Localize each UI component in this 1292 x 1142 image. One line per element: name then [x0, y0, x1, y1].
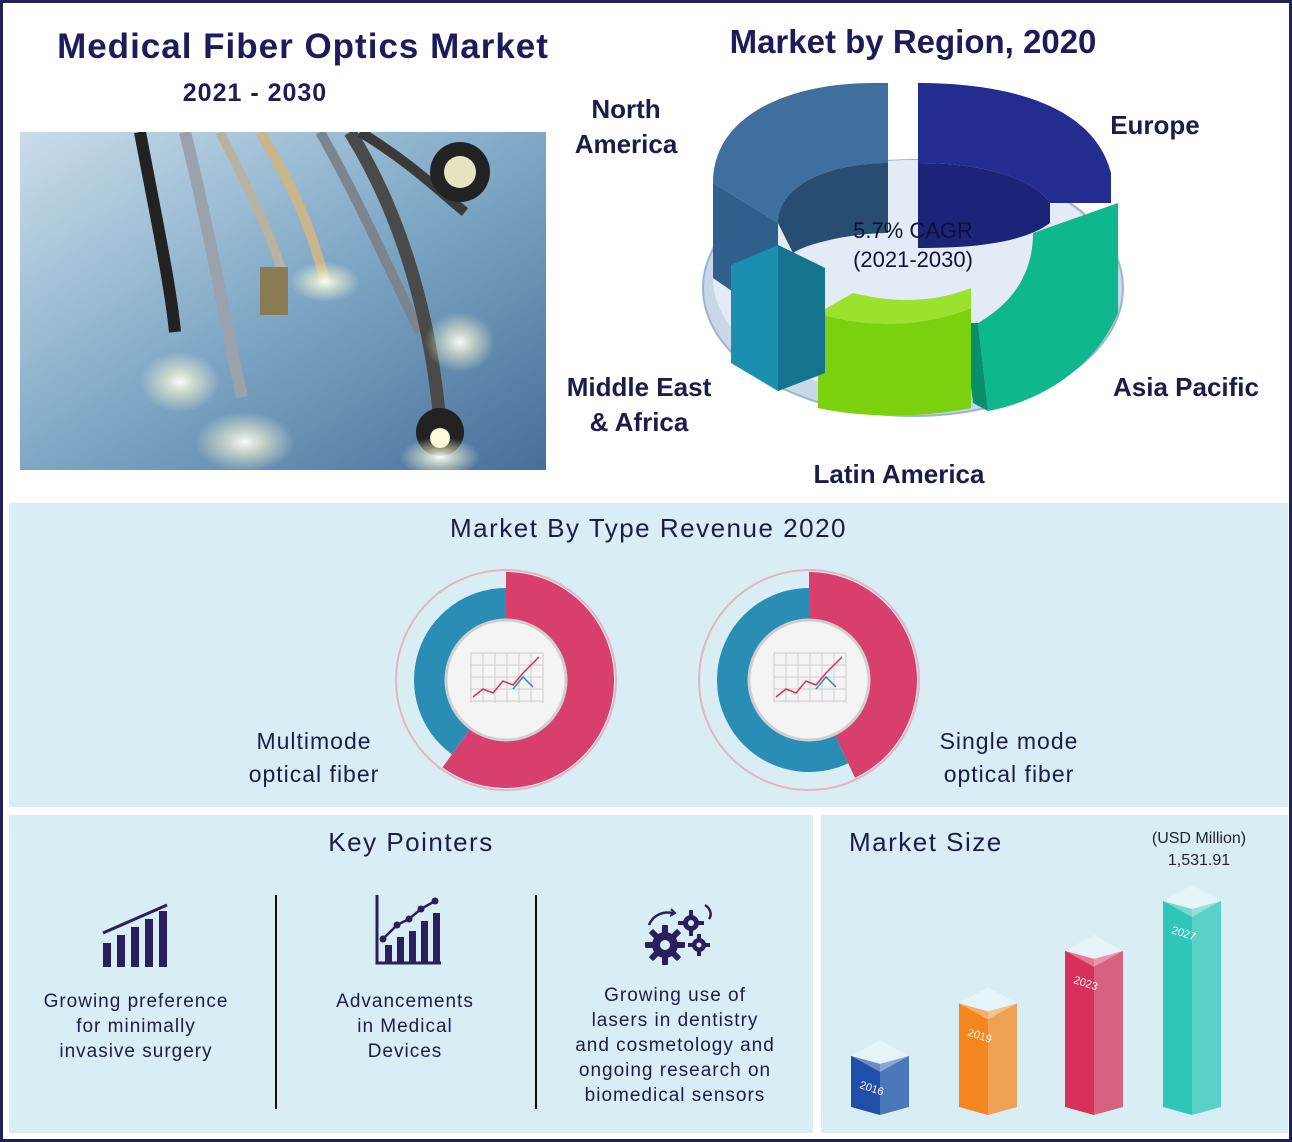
label-middle-east-1: Middle East — [567, 372, 712, 402]
key-pointers-title: Key Pointers — [328, 827, 494, 857]
trend-chart-icon — [375, 895, 441, 965]
label-asia-pacific: Asia Pacific — [1113, 372, 1259, 402]
segment-north-america — [713, 83, 888, 223]
label-north-america-1: North — [591, 94, 660, 124]
single-mode-label-line1: Single mode — [939, 728, 1079, 754]
single-mode-label: Single mode optical fiber — [919, 725, 1099, 791]
bar-side-face — [880, 1055, 909, 1115]
donut-hub — [747, 618, 871, 742]
label-europe: Europe — [1110, 110, 1200, 140]
mini-chart-icon — [773, 652, 847, 703]
segment-europe — [918, 83, 1111, 203]
segment-asia-pacific — [978, 203, 1118, 411]
donut-rest-segment — [717, 588, 849, 772]
unit-label: (USD Million) — [1152, 830, 1246, 847]
bar-side-face — [1094, 950, 1123, 1115]
bar-front-face — [959, 1003, 988, 1115]
donut-rest-segment — [414, 588, 506, 755]
market-size-panel: Market Size (USD Million) 1,531.91 2016 2… — [821, 815, 1288, 1133]
top-value-label: 1,531.91 — [1168, 852, 1230, 869]
bar-side-face — [1192, 901, 1221, 1115]
donut-share-segment — [442, 572, 614, 788]
divider-1 — [275, 895, 277, 1109]
bar-front-face — [1163, 901, 1192, 1115]
bar-front-face — [1065, 950, 1094, 1115]
donut-outline — [395, 569, 617, 791]
key-pointer-1-text: Growing preference for minimally invasiv… — [43, 991, 229, 1062]
segment-latin-america — [818, 308, 971, 416]
gears-icon — [645, 903, 712, 965]
mini-chart-icon — [470, 652, 544, 703]
donut-outline — [698, 569, 920, 791]
multimode-label: Multimode optical fiber — [229, 725, 399, 791]
donut-hub — [444, 618, 568, 742]
bar-2023: 2023 — [1065, 934, 1123, 1115]
multimode-donut — [395, 569, 617, 791]
bar-top-face — [851, 1039, 909, 1072]
divider-2 — [535, 895, 537, 1109]
multimode-label-line2: optical fiber — [248, 761, 380, 787]
single-mode-label-line2: optical fiber — [943, 761, 1075, 787]
bar-top-face — [959, 987, 1017, 1020]
year-range: 2021 - 2030 — [182, 79, 328, 107]
cagr-line-2: (2021-2030) — [853, 247, 973, 272]
fiber-optics-photo — [20, 132, 546, 470]
region-chart-title: Market by Region, 2020 — [729, 23, 1097, 60]
cagr-line-1: 5.7% CAGR — [853, 218, 973, 243]
bar-2016: 2016 — [851, 1039, 909, 1115]
bar-2027: 2027 — [1163, 885, 1221, 1115]
label-north-america-2: America — [575, 129, 678, 159]
donut-share-segment — [809, 572, 917, 778]
label-middle-east-2: & Africa — [590, 407, 689, 437]
market-size-title: Market Size — [849, 827, 1003, 857]
bar-front-face — [851, 1055, 880, 1115]
region-ring-chart: 5.7% CAGR (2021-2030) North America Euro… — [567, 83, 1259, 489]
type-revenue-title: Market By Type Revenue 2020 — [449, 513, 847, 543]
single-mode-donut — [698, 569, 920, 791]
bar-side-face — [988, 1003, 1017, 1115]
key-pointer-3-text: Growing use of lasers in dentistry and c… — [575, 985, 775, 1106]
bar-top-face — [1163, 885, 1221, 917]
bar-2019: 2019 — [959, 987, 1017, 1115]
key-pointers-panel: Key Pointers Growing preference for mini… — [9, 815, 813, 1133]
label-latin-america: Latin America — [814, 459, 986, 489]
bar-chart-icon — [102, 903, 168, 967]
key-pointer-2-text: Advancements in Medical Devices — [336, 991, 474, 1062]
market-size-chart: (USD Million) 1,531.91 2016 2019 2023 2027 — [851, 830, 1246, 1115]
page-title: Medical Fiber Optics Market — [57, 27, 549, 66]
bar-top-face — [1065, 934, 1123, 967]
type-revenue-panel: Market By Type Revenue 2020 Multimode op… — [9, 503, 1288, 807]
multimode-label-line1: Multimode — [256, 728, 372, 754]
